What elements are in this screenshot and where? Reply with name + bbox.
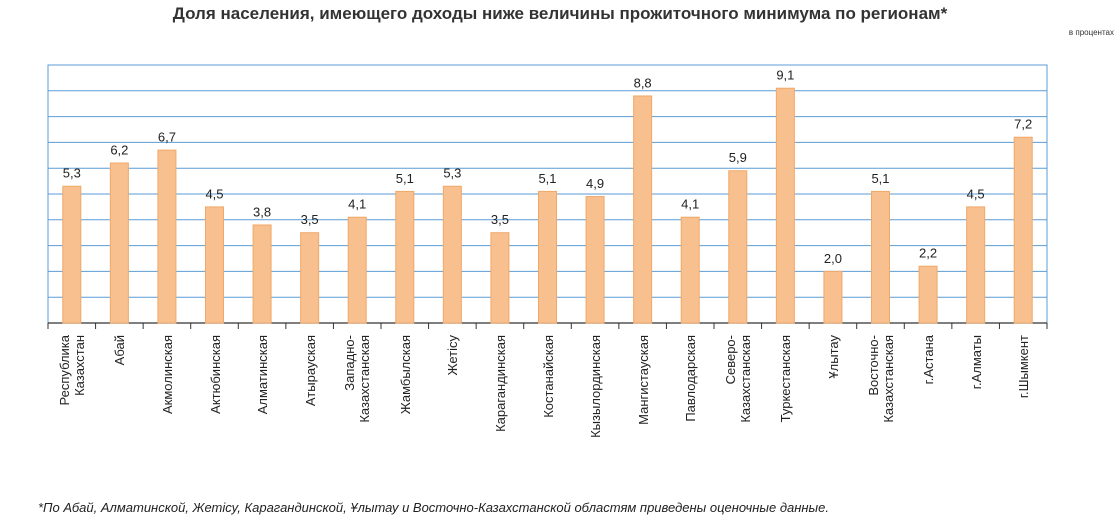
x-tick-label: г.Астана — [920, 335, 936, 385]
x-tick-label: Павлодарская — [682, 335, 698, 422]
value-label: 5,9 — [729, 150, 747, 165]
footnote: *По Абай, Алматинской, Жетісу, Караганди… — [38, 500, 829, 515]
value-label: 5,1 — [871, 171, 889, 186]
x-tick-label: Северо-Казахстанская — [722, 335, 753, 423]
bar — [918, 265, 938, 324]
x-tick-label: Мангистауская — [635, 335, 651, 425]
x-tick-label: Туркестанская — [777, 335, 793, 423]
value-label: 4,9 — [586, 176, 604, 191]
value-label: 5,3 — [63, 166, 81, 181]
x-tick-label: Карагандинская — [492, 335, 508, 432]
bar — [252, 224, 272, 324]
x-tick-label: Акмолинская — [159, 335, 175, 415]
x-tick-label: Ұлытау — [825, 335, 841, 379]
bar — [205, 206, 224, 324]
value-label: 8,8 — [634, 75, 652, 90]
x-tick-label: Костанайская — [540, 335, 555, 418]
x-tick-label: Кызылординская — [587, 335, 603, 438]
value-label: 3,5 — [491, 212, 509, 227]
value-label: 4,1 — [681, 197, 699, 212]
x-tick-label: Республика Казахстан — [56, 335, 87, 406]
value-label: 5,3 — [443, 166, 461, 181]
x-tick-label: Алматинская — [254, 335, 270, 415]
bar — [157, 149, 177, 324]
value-label: 2,2 — [919, 246, 937, 261]
bar — [871, 190, 890, 324]
value-label: 9,1 — [776, 68, 794, 83]
value-label: 4,5 — [205, 186, 223, 201]
x-tick-label: г.Алматы — [968, 335, 984, 390]
bar — [585, 196, 605, 324]
value-label: 6,7 — [158, 130, 176, 145]
x-tick-label: Абай — [111, 335, 127, 366]
bar — [490, 232, 510, 324]
value-label: 5,1 — [538, 171, 556, 186]
x-tick-label: Жетісу — [444, 335, 460, 376]
bar — [775, 87, 795, 324]
bar — [633, 95, 653, 324]
value-label: 5,1 — [396, 171, 414, 186]
bar — [62, 185, 82, 324]
bar — [538, 190, 557, 324]
value-label: 3,8 — [253, 204, 271, 219]
bar — [347, 216, 367, 324]
x-tick-label: Жамбылская — [397, 335, 413, 415]
x-tick-label: Актюбинская — [207, 335, 222, 414]
bar — [442, 185, 462, 324]
value-label: 2,0 — [824, 251, 842, 266]
chart-title: Доля населения, имеющего доходы ниже вел… — [172, 4, 948, 23]
value-label: 7,2 — [1014, 117, 1032, 132]
bar — [728, 170, 748, 324]
bar — [395, 190, 415, 324]
x-tick-label: Восточно-Казахстанская — [865, 335, 896, 423]
x-tick-label: Западно-Казахстанская — [342, 335, 373, 423]
value-label: 3,5 — [301, 212, 319, 227]
bar — [823, 270, 843, 324]
bar — [966, 206, 986, 324]
unit-note: в процентах — [1068, 28, 1114, 37]
bar — [109, 162, 129, 324]
value-label: 6,2 — [110, 142, 128, 157]
value-label: 4,1 — [348, 197, 366, 212]
value-label: 4,5 — [967, 186, 985, 201]
bar — [680, 216, 700, 324]
x-tick-label: Атырауская — [302, 335, 318, 407]
bar — [1013, 136, 1033, 324]
bar — [300, 232, 320, 324]
x-tick-label: г.Шымкент — [1015, 335, 1031, 399]
